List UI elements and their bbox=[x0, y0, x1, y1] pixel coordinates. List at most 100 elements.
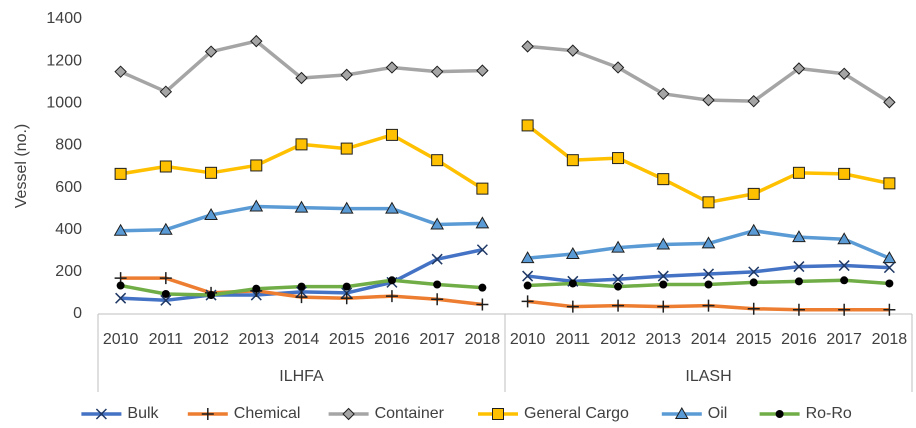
marker bbox=[566, 154, 579, 167]
y-tick-label: 600 bbox=[55, 179, 82, 196]
marker bbox=[204, 45, 218, 58]
marker bbox=[340, 68, 353, 82]
marker bbox=[674, 406, 689, 419]
y-tick-label: 800 bbox=[55, 137, 82, 154]
legend-label: Ro-Ro bbox=[806, 405, 852, 422]
marker bbox=[295, 291, 308, 304]
marker bbox=[342, 282, 351, 291]
legend-label: Chemical bbox=[234, 405, 301, 422]
marker bbox=[522, 270, 534, 282]
marker bbox=[294, 200, 309, 213]
marker bbox=[612, 273, 624, 285]
legend-label: Oil bbox=[708, 405, 728, 422]
x-tick-label: 2012 bbox=[600, 331, 636, 348]
marker bbox=[387, 276, 396, 285]
y-tick-label: 1000 bbox=[46, 95, 82, 112]
marker bbox=[838, 167, 851, 180]
x-tick-label: 2015 bbox=[329, 331, 365, 348]
marker bbox=[883, 96, 896, 109]
marker bbox=[611, 240, 625, 253]
marker bbox=[702, 268, 715, 280]
series-line bbox=[526, 124, 890, 205]
marker bbox=[614, 282, 623, 291]
marker bbox=[612, 299, 625, 312]
marker bbox=[205, 166, 218, 179]
marker bbox=[702, 196, 715, 209]
marker bbox=[476, 182, 489, 195]
marker bbox=[749, 278, 758, 287]
y-tick-label: 200 bbox=[55, 263, 82, 280]
marker bbox=[158, 222, 173, 235]
marker bbox=[385, 290, 398, 303]
marker bbox=[249, 199, 264, 212]
marker bbox=[792, 62, 806, 75]
x-tick-label: 2010 bbox=[510, 331, 546, 348]
x-tick-label: 2014 bbox=[691, 331, 727, 348]
marker bbox=[430, 65, 444, 78]
y-axis-label: Vessel (no.) bbox=[13, 124, 30, 208]
marker bbox=[250, 159, 263, 172]
marker bbox=[115, 292, 127, 304]
x-tick-label: 2015 bbox=[736, 331, 772, 348]
marker bbox=[159, 85, 173, 98]
x-tick-label: 2011 bbox=[556, 331, 591, 348]
marker bbox=[116, 281, 125, 290]
y-tick-label: 1400 bbox=[46, 10, 82, 27]
marker bbox=[431, 154, 444, 167]
marker bbox=[565, 246, 580, 259]
marker bbox=[476, 244, 488, 256]
marker bbox=[882, 251, 897, 264]
x-tick-label: 2018 bbox=[872, 331, 908, 348]
marker bbox=[113, 223, 128, 236]
marker bbox=[475, 216, 490, 229]
x-tick-label: 2013 bbox=[238, 331, 274, 348]
marker bbox=[521, 295, 534, 308]
x-tick-label: 2018 bbox=[465, 331, 501, 348]
marker bbox=[521, 40, 534, 53]
marker bbox=[430, 217, 445, 230]
x-tick-label: 2012 bbox=[193, 331, 229, 348]
marker bbox=[612, 152, 625, 165]
marker bbox=[340, 142, 353, 155]
marker bbox=[161, 289, 170, 298]
marker bbox=[431, 253, 443, 265]
marker bbox=[701, 236, 716, 249]
y-tick-label: 1200 bbox=[46, 52, 82, 69]
marker bbox=[520, 251, 535, 264]
marker bbox=[657, 173, 670, 186]
marker bbox=[252, 284, 261, 293]
legend-label: Container bbox=[375, 405, 445, 422]
series-line bbox=[527, 44, 891, 104]
marker bbox=[492, 408, 504, 420]
x-tick-label: 2013 bbox=[645, 331, 681, 348]
marker bbox=[339, 201, 354, 214]
marker bbox=[204, 207, 218, 220]
marker bbox=[793, 261, 805, 273]
marker bbox=[159, 272, 172, 285]
marker bbox=[159, 160, 172, 173]
x-tick-label: 2017 bbox=[419, 331, 455, 348]
marker bbox=[201, 408, 214, 420]
marker bbox=[838, 303, 851, 316]
marker bbox=[566, 300, 579, 313]
marker bbox=[657, 87, 670, 101]
x-tick-label: 2010 bbox=[103, 331, 139, 348]
marker bbox=[295, 71, 308, 85]
marker bbox=[385, 128, 398, 141]
marker bbox=[747, 94, 760, 108]
y-tick-label: 400 bbox=[55, 221, 82, 238]
marker bbox=[883, 262, 895, 274]
marker bbox=[433, 280, 442, 289]
marker bbox=[385, 61, 399, 74]
legend-label: General Cargo bbox=[524, 405, 629, 422]
marker bbox=[385, 201, 399, 214]
marker bbox=[746, 223, 761, 236]
x-tick-label: 2016 bbox=[781, 331, 817, 348]
marker bbox=[747, 302, 760, 315]
marker bbox=[792, 166, 805, 179]
legend-label: Bulk bbox=[127, 405, 159, 422]
x-tick-label: 2014 bbox=[284, 331, 320, 348]
marker bbox=[297, 282, 306, 291]
marker bbox=[656, 237, 671, 250]
